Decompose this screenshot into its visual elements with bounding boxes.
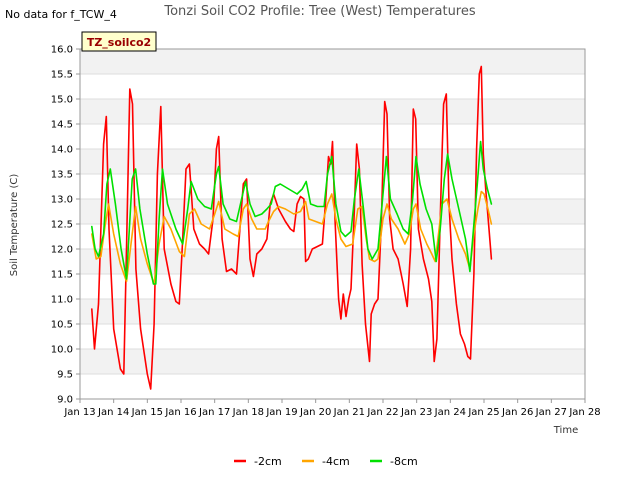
x-tick-label: Jan 19 [265,407,297,418]
series-line-8cm [91,140,493,285]
y-tick-label: 9.0 [57,395,73,406]
y-axis-ticks: 9.0 9.5 10.0 10.5 11.0 11.5 12.0 12.5 13.0 13.5 14… [51,45,80,406]
background-band [80,99,585,124]
y-tick-label: 11.0 [51,295,73,306]
series-line-4cm [91,190,493,285]
y-tick-label: 13.0 [51,195,73,206]
tag-box-background [81,31,157,52]
x-tick-label: Jan 21 [333,407,365,418]
y-tick-label: 11.5 [51,270,73,281]
x-tick-label: Jan 15 [131,407,163,418]
background-band [80,49,585,74]
series-lines [91,65,493,390]
tag-label: TZ_soilco2 [87,36,151,49]
x-tick-label: Jan 16 [164,407,196,418]
tag-box: TZ_soilco2 [81,31,157,52]
no-data-note: No data for f_TCW_4 [5,8,117,21]
y-tick-label: 15.0 [51,95,73,106]
x-axis-label: Time [553,425,578,436]
x-tick-label: Jan 26 [501,407,533,418]
legend-label-4cm: -4cm [322,455,350,468]
legend-label-2cm: -2cm [254,455,282,468]
y-axis-label: Soil Temperature (C) [9,174,20,277]
y-tick-label: 16.0 [51,45,73,56]
y-tick-label: 14.5 [51,120,73,131]
x-tick-label: Jan 25 [467,407,499,418]
x-tick-label: Jan 13 [63,407,95,418]
x-tick-label: Jan 24 [434,407,466,418]
x-tick-label: Jan 17 [198,407,230,418]
y-tick-label: 15.5 [51,70,73,81]
y-tick-label: 12.5 [51,220,73,231]
chart-title: Tonzi Soil CO2 Profile: Tree (West) Temp… [163,4,476,19]
x-tick-label: Jan 28 [568,407,600,418]
x-tick-label: Jan 18 [232,407,264,418]
legend: -2cm -4cm -8cm [234,455,418,468]
background-band [80,249,585,274]
x-tick-label: Jan 20 [299,407,331,418]
legend-label-8cm: -8cm [390,455,418,468]
background-bands [80,49,585,374]
background-band [80,299,585,324]
series-line-2cm [91,65,493,390]
y-tick-label: 10.0 [51,345,73,356]
y-tick-label: 9.5 [57,370,73,381]
x-tick-label: Jan 22 [366,407,398,418]
y-tick-label: 14.0 [51,145,73,156]
x-axis-ticks: Jan 13 Jan 14 Jan 15 Jan 16 Jan 17 Jan 18 Jan … [63,399,601,418]
x-tick-label: Jan 23 [400,407,432,418]
y-tick-label: 13.5 [51,170,73,181]
background-band [80,349,585,374]
y-tick-label: 10.5 [51,320,73,331]
y-tick-label: 12.0 [51,245,73,256]
x-tick-label: Jan 14 [97,407,129,418]
x-tick-label: Jan 27 [535,407,567,418]
